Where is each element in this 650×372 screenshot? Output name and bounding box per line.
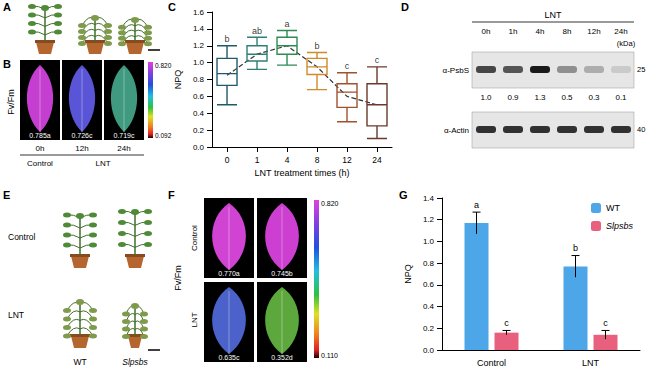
svg-text:0h: 0h (36, 144, 45, 153)
svg-text:α-Actin: α-Actin (444, 126, 469, 135)
svg-text:LNT: LNT (544, 10, 562, 20)
svg-text:0.785a: 0.785a (29, 132, 51, 139)
svg-text:B: B (3, 58, 11, 70)
svg-text:NPQ: NPQ (403, 264, 413, 284)
svg-text:24h: 24h (117, 144, 130, 153)
svg-text:40: 40 (637, 125, 645, 134)
svg-text:F: F (168, 189, 175, 201)
svg-text:NPQ: NPQ (173, 70, 183, 90)
svg-text:12h: 12h (75, 144, 88, 153)
svg-text:ab: ab (252, 26, 262, 36)
svg-text:LNT: LNT (8, 310, 24, 320)
svg-text:0.635c: 0.635c (218, 354, 240, 361)
svg-text:a: a (474, 200, 479, 210)
svg-text:0.726c: 0.726c (71, 132, 93, 139)
svg-text:E: E (3, 189, 10, 201)
svg-text:1h: 1h (509, 27, 518, 36)
svg-text:0.0: 0.0 (193, 143, 205, 152)
svg-text:c: c (345, 61, 350, 71)
svg-text:a: a (285, 19, 290, 29)
svg-text:c: c (375, 55, 380, 65)
svg-text:Slpsbs: Slpsbs (122, 357, 148, 367)
svg-text:WT: WT (606, 203, 620, 213)
svg-text:A: A (3, 1, 11, 13)
svg-text:WT: WT (73, 357, 86, 367)
svg-text:0h: 0h (482, 27, 491, 36)
svg-text:1.0: 1.0 (423, 237, 435, 246)
svg-text:1.6: 1.6 (193, 8, 205, 17)
svg-text:c: c (603, 318, 608, 328)
svg-text:0.352d: 0.352d (271, 354, 293, 361)
svg-text:8h: 8h (563, 27, 572, 36)
svg-text:4: 4 (285, 155, 290, 165)
svg-text:0.2: 0.2 (423, 324, 435, 333)
svg-text:24: 24 (372, 155, 382, 165)
svg-text:0.5: 0.5 (561, 93, 573, 102)
svg-text:1.0: 1.0 (193, 58, 205, 67)
svg-text:Control: Control (477, 358, 506, 368)
svg-text:D: D (401, 1, 409, 13)
svg-text:(kDa): (kDa) (617, 39, 636, 48)
svg-text:1.2: 1.2 (193, 41, 205, 50)
svg-text:0.8: 0.8 (423, 259, 435, 268)
svg-text:0.4: 0.4 (193, 109, 205, 118)
svg-text:0.770a: 0.770a (218, 270, 240, 277)
svg-text:0.8: 0.8 (193, 75, 205, 84)
svg-text:0.6: 0.6 (193, 92, 205, 101)
svg-text:12: 12 (342, 155, 352, 165)
svg-text:0.820: 0.820 (321, 200, 339, 207)
svg-text:Slpsbs: Slpsbs (606, 221, 634, 231)
svg-text:4h: 4h (536, 27, 545, 36)
svg-text:0.2: 0.2 (193, 126, 205, 135)
svg-text:c: c (504, 318, 509, 328)
svg-text:25: 25 (637, 65, 645, 74)
svg-text:1.0: 1.0 (480, 93, 492, 102)
svg-text:1.3: 1.3 (534, 93, 546, 102)
svg-text:Control: Control (190, 225, 199, 251)
svg-text:0.9: 0.9 (507, 93, 519, 102)
svg-text:0.745b: 0.745b (271, 270, 293, 277)
svg-text:0.6: 0.6 (423, 280, 435, 289)
svg-text:b: b (573, 243, 578, 253)
svg-text:8: 8 (315, 155, 320, 165)
svg-text:b: b (225, 34, 230, 44)
svg-text:Fv/Fm: Fv/Fm (6, 89, 16, 115)
svg-text:Control: Control (27, 159, 53, 168)
svg-text:1.4: 1.4 (423, 194, 435, 203)
svg-text:LNT: LNT (190, 312, 199, 327)
svg-text:C: C (168, 1, 176, 13)
svg-text:b: b (315, 41, 320, 51)
svg-text:1.2: 1.2 (423, 215, 435, 224)
svg-text:LNT treatment times (h): LNT treatment times (h) (255, 168, 350, 178)
svg-text:0.1: 0.1 (615, 93, 627, 102)
svg-text:α-PsbS: α-PsbS (443, 66, 469, 75)
svg-text:0.3: 0.3 (588, 93, 600, 102)
svg-text:Fv/Fm: Fv/Fm (173, 265, 183, 291)
svg-text:12h: 12h (587, 27, 600, 36)
svg-text:G: G (399, 189, 408, 201)
svg-text:Control: Control (8, 232, 36, 242)
svg-text:0: 0 (225, 155, 230, 165)
svg-text:1: 1 (255, 155, 260, 165)
svg-text:0.820: 0.820 (155, 62, 172, 69)
svg-text:0.0: 0.0 (423, 346, 435, 355)
svg-text:1.4: 1.4 (193, 24, 205, 33)
svg-text:0.092: 0.092 (155, 132, 172, 139)
svg-text:LNT: LNT (95, 159, 110, 168)
svg-text:0.4: 0.4 (423, 302, 435, 311)
svg-text:0.719c: 0.719c (113, 132, 135, 139)
svg-text:LNT: LNT (582, 358, 600, 368)
svg-text:24h: 24h (614, 27, 627, 36)
svg-text:0.110: 0.110 (321, 352, 338, 359)
